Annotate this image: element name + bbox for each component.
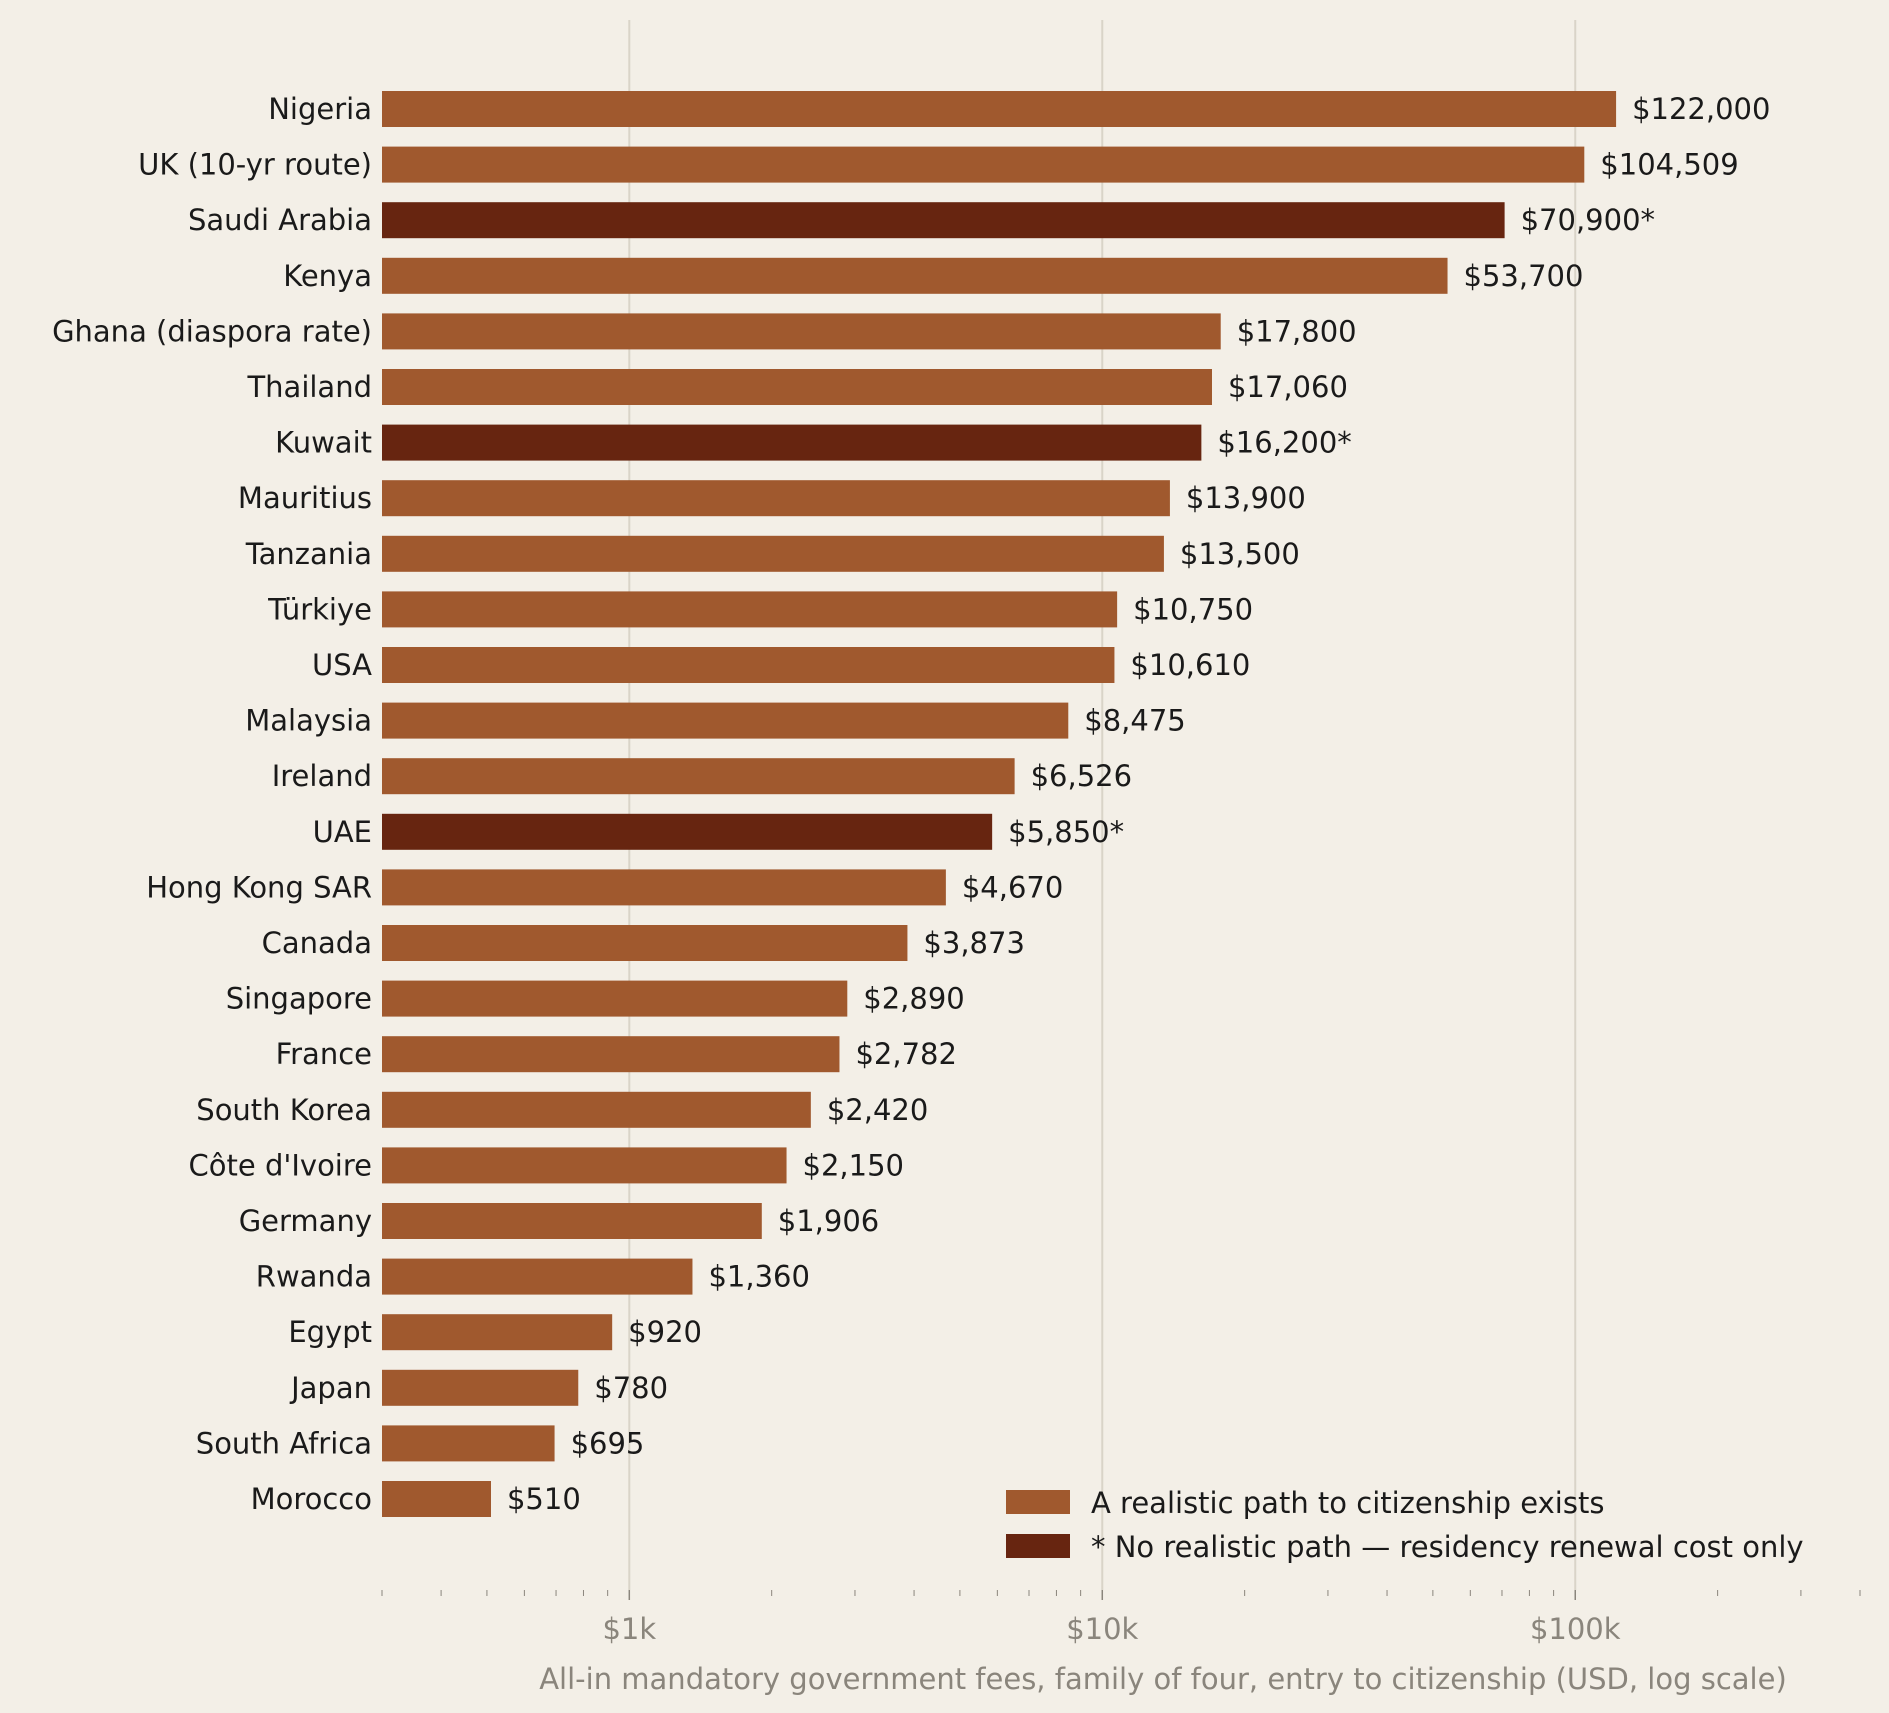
category-label: Ghana (diaspora rate) xyxy=(52,314,372,348)
value-label: $2,782 xyxy=(855,1037,956,1071)
category-label: Nigeria xyxy=(268,92,372,126)
bar xyxy=(382,925,908,961)
bar xyxy=(382,647,1115,683)
bar xyxy=(382,813,993,850)
value-label: $2,890 xyxy=(863,982,964,1016)
bar xyxy=(382,202,1505,239)
legend-swatch-path xyxy=(1006,1490,1070,1514)
category-label: Canada xyxy=(262,926,372,960)
value-label: $780 xyxy=(594,1371,668,1405)
value-label: $6,526 xyxy=(1031,759,1132,793)
category-label: Mauritius xyxy=(238,481,372,515)
category-label: Hong Kong SAR xyxy=(146,870,372,904)
bar xyxy=(382,369,1212,405)
bar xyxy=(382,146,1585,183)
category-label: Thailand xyxy=(246,370,372,404)
value-label: $70,900* xyxy=(1521,203,1655,237)
category-label: Türkiye xyxy=(267,592,372,626)
bar xyxy=(382,758,1015,795)
value-label: $13,900 xyxy=(1186,481,1306,515)
value-label: $920 xyxy=(628,1315,702,1349)
gridlines xyxy=(628,20,1577,1590)
category-label: Egypt xyxy=(288,1315,372,1349)
legend-label-path: A realistic path to citizenship exists xyxy=(1091,1486,1604,1520)
category-label: South Korea xyxy=(196,1093,372,1127)
category-label: Saudi Arabia xyxy=(188,203,372,237)
bars xyxy=(382,91,1617,1517)
x-axis-title: All-in mandatory government fees, family… xyxy=(539,1662,1787,1696)
bar xyxy=(382,535,1164,572)
category-label: Japan xyxy=(289,1371,372,1405)
legend: A realistic path to citizenship exists *… xyxy=(1006,1486,1804,1564)
bar xyxy=(382,1481,491,1517)
category-label: Kuwait xyxy=(275,426,372,460)
bar xyxy=(382,1091,811,1128)
bar xyxy=(382,591,1118,628)
x-axis-tick-labels: $1k $10k $100k xyxy=(602,1590,1621,1646)
category-label: Morocco xyxy=(251,1482,372,1516)
bar xyxy=(382,980,848,1017)
bar xyxy=(382,1036,840,1073)
value-label: $695 xyxy=(571,1426,645,1460)
category-label: France xyxy=(276,1037,372,1071)
value-label: $510 xyxy=(507,1482,581,1516)
legend-label-nopath: * No realistic path — residency renewal … xyxy=(1091,1530,1804,1564)
category-labels: Nigeria UK (10-yr route) Saudi Arabia Kenya… xyxy=(52,92,372,1516)
x-tick-label: $100k xyxy=(1530,1612,1621,1646)
value-label: $10,750 xyxy=(1133,592,1253,626)
bar xyxy=(382,1425,555,1462)
value-label: $1,906 xyxy=(778,1204,879,1238)
bar xyxy=(382,480,1170,517)
bar xyxy=(382,313,1221,350)
x-axis-minor-ticks xyxy=(381,1590,1861,1596)
category-label: Tanzania xyxy=(245,537,372,571)
bar xyxy=(382,91,1617,127)
category-label: Malaysia xyxy=(245,704,372,738)
category-label: Germany xyxy=(239,1204,372,1238)
value-label: $5,850* xyxy=(1008,815,1124,849)
bar xyxy=(382,424,1202,461)
category-label: UAE xyxy=(313,815,372,849)
category-label: Singapore xyxy=(226,982,372,1016)
bar xyxy=(382,257,1448,294)
legend-swatch-nopath xyxy=(1006,1534,1070,1558)
value-label: $122,000 xyxy=(1632,92,1770,126)
value-labels: $122,000 $104,509 $70,900* $53,700 $17,800 $1… xyxy=(507,92,1770,1516)
bar xyxy=(382,1147,787,1184)
x-tick-label: $10k xyxy=(1066,1612,1138,1646)
category-label: Kenya xyxy=(283,259,372,293)
category-label: Côte d'Ivoire xyxy=(189,1148,372,1182)
value-label: $13,500 xyxy=(1180,537,1300,571)
category-label: Rwanda xyxy=(256,1260,372,1294)
category-label: Ireland xyxy=(272,759,372,793)
value-label: $10,610 xyxy=(1130,648,1250,682)
value-label: $104,509 xyxy=(1600,148,1738,182)
bar xyxy=(382,702,1069,739)
value-label: $16,200* xyxy=(1217,426,1351,460)
bar xyxy=(382,1369,579,1406)
value-label: $8,475 xyxy=(1084,704,1185,738)
value-label: $3,873 xyxy=(923,926,1024,960)
category-label: South Africa xyxy=(196,1426,372,1460)
value-label: $17,060 xyxy=(1228,370,1348,404)
value-label: $2,420 xyxy=(827,1093,928,1127)
bar xyxy=(382,1314,613,1351)
value-label: $17,800 xyxy=(1237,314,1357,348)
value-label: $53,700 xyxy=(1464,259,1584,293)
x-tick-label: $1k xyxy=(602,1612,656,1646)
category-label: UK (10-yr route) xyxy=(138,148,372,182)
bar xyxy=(382,1258,693,1295)
value-label: $1,360 xyxy=(708,1260,809,1294)
bar xyxy=(382,869,946,906)
bar xyxy=(382,1203,762,1239)
value-label: $4,670 xyxy=(962,870,1063,904)
category-label: USA xyxy=(312,648,372,682)
value-label: $2,150 xyxy=(803,1148,904,1182)
